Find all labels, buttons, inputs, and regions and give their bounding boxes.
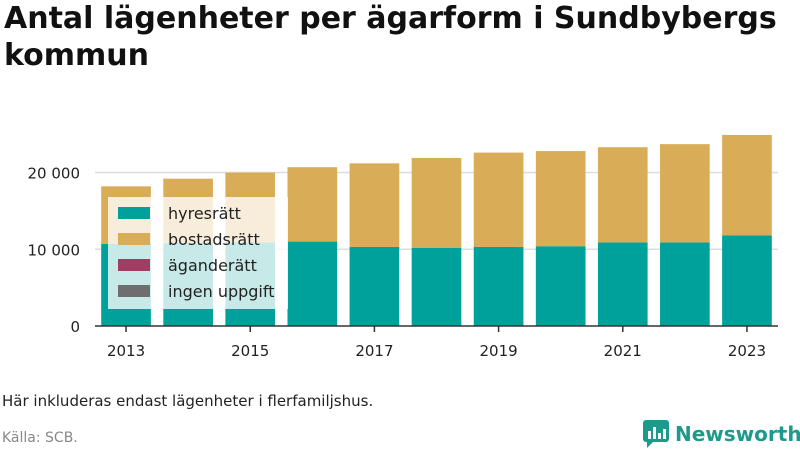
- legend-swatch: [118, 285, 150, 297]
- bar-segment: [597, 242, 648, 326]
- x-tick-label: 2023: [728, 342, 766, 360]
- bar-segment: [597, 147, 648, 243]
- brand-logo: Newsworthy: [643, 419, 800, 449]
- bar-segment: [660, 144, 710, 243]
- legend-swatch: [118, 233, 150, 245]
- chart-title: Antal lägenheter per ägarform i Sundbybe…: [4, 1, 777, 73]
- x-tick-label: 2015: [231, 342, 269, 360]
- bar-segment: [660, 242, 710, 326]
- legend-label: hyresrätt: [168, 204, 241, 223]
- bar-segment: [411, 247, 462, 326]
- bar-segment: [411, 157, 462, 248]
- legend-label: bostadsrätt: [168, 230, 260, 249]
- bar-segment: [349, 246, 400, 326]
- legend-swatch: [118, 259, 150, 271]
- bar-segment: [287, 241, 338, 326]
- bar-segment: [473, 152, 524, 247]
- legend-swatch: [118, 207, 150, 219]
- y-tick-label: 0: [70, 318, 80, 336]
- legend-label: äganderätt: [168, 256, 257, 275]
- bar-chart-logo-icon: [643, 420, 669, 448]
- legend-label: ingen uppgift: [168, 282, 275, 301]
- brand-name: Newsworthy: [675, 422, 800, 446]
- chart-note: Här inkluderas endast lägenheter i flerf…: [2, 392, 374, 410]
- x-tick-label: 2017: [355, 342, 393, 360]
- bar-segment: [349, 163, 400, 247]
- x-tick-label: 2019: [479, 342, 517, 360]
- x-tick-label: 2013: [107, 342, 145, 360]
- bar-segment: [473, 246, 524, 326]
- chart-source: Källa: SCB.: [2, 430, 78, 446]
- bar-segment: [535, 246, 586, 326]
- y-tick-label: 10 000: [28, 241, 81, 259]
- bar-segment: [535, 151, 586, 247]
- bar-segment: [722, 235, 772, 326]
- y-tick-label: 20 000: [28, 165, 81, 183]
- bar-segment: [287, 167, 338, 242]
- bar-segment: [722, 134, 772, 236]
- x-tick-label: 2021: [604, 342, 642, 360]
